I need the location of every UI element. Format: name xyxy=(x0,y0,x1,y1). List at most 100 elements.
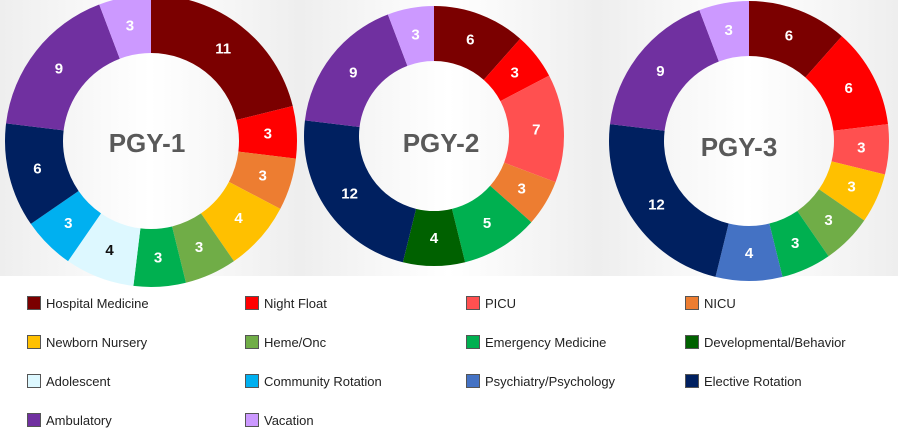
data-label: 4 xyxy=(105,242,114,259)
slice-elective-rotation xyxy=(5,123,79,224)
legend-swatch xyxy=(685,374,699,388)
legend-item: PICU xyxy=(466,293,516,313)
pgy-2-chart-panel: 6 3 7 3 5 4 12 9 3 PGY-2 xyxy=(300,0,597,276)
slice-emergency-medicine xyxy=(451,185,532,263)
slice-community-rotation xyxy=(30,190,102,262)
data-label: 3 xyxy=(847,179,855,196)
legend-swatch xyxy=(245,374,259,388)
slice-newborn-nursery xyxy=(200,181,281,262)
data-label: 3 xyxy=(64,215,72,232)
legend-swatch xyxy=(466,296,480,310)
slice-hospital-medicine xyxy=(434,6,521,80)
data-label: 3 xyxy=(154,249,162,266)
chart-title: PGY-2 xyxy=(403,128,480,158)
chart-title: PGY-3 xyxy=(701,132,778,162)
slice-emergency-medicine xyxy=(769,210,829,277)
data-label: 6 xyxy=(466,32,474,49)
legend-item: Ambulatory xyxy=(27,410,112,430)
data-label: 3 xyxy=(824,212,832,229)
data-label: 4 xyxy=(430,230,439,247)
legend-label: NICU xyxy=(704,295,736,311)
data-label: 6 xyxy=(844,80,852,97)
legend-label: PICU xyxy=(485,295,517,311)
slice-vacation xyxy=(387,6,434,66)
data-label: 3 xyxy=(791,235,799,252)
slice-heme-onc xyxy=(797,189,865,257)
slice-elective-rotation xyxy=(304,120,417,263)
data-label: 3 xyxy=(511,64,519,81)
slice-ambulatory xyxy=(610,10,719,131)
legend-swatch xyxy=(27,335,41,349)
legend-item: NICU xyxy=(685,293,736,313)
legend-label: Developmental/Behavior xyxy=(704,334,846,350)
pgy-1-donut-chart: 11 3 3 4 3 3 4 3 6 9 3 PGY-1 xyxy=(5,0,297,287)
slice-ambulatory xyxy=(304,14,408,127)
data-label: 3 xyxy=(264,125,272,142)
legend-item: Newborn Nursery xyxy=(27,332,147,352)
legend-swatch xyxy=(27,296,41,310)
slice-vacation xyxy=(699,1,749,62)
legend-label: Hospital Medicine xyxy=(46,295,149,311)
legend-swatch xyxy=(245,335,259,349)
data-label: 3 xyxy=(195,239,203,256)
slice-nicu xyxy=(490,162,556,223)
data-label: 3 xyxy=(259,167,267,184)
data-label: 4 xyxy=(234,210,243,227)
data-label: 6 xyxy=(33,160,41,177)
slice-elective-rotation xyxy=(609,124,729,277)
legend-item: Psychiatry/Psychology xyxy=(466,371,615,391)
slice-heme-onc xyxy=(172,213,234,283)
legend-label: Community Rotation xyxy=(264,373,382,389)
legend-label: Newborn Nursery xyxy=(46,334,148,350)
slice-night-float xyxy=(483,38,550,102)
data-label: 11 xyxy=(215,40,231,57)
data-label: 7 xyxy=(532,121,540,138)
legend-swatch xyxy=(466,374,480,388)
legend-label: Heme/Onc xyxy=(264,334,327,350)
legend-item: Elective Rotation xyxy=(685,371,802,391)
legend-item: Hospital Medicine xyxy=(27,293,149,313)
slice-night-float xyxy=(236,106,297,159)
data-label: 12 xyxy=(648,196,665,213)
legend-item: Vacation xyxy=(245,410,314,430)
legend-item: Night Float xyxy=(245,293,327,313)
data-label: 3 xyxy=(857,139,865,156)
slice-vacation xyxy=(99,0,151,59)
slice-hospital-medicine xyxy=(749,1,842,78)
data-label: 4 xyxy=(745,245,754,262)
legend-item: Adolescent xyxy=(27,371,110,391)
legend-swatch xyxy=(27,413,41,427)
legend-label: Elective Rotation xyxy=(704,373,802,389)
data-label: 3 xyxy=(411,27,419,44)
data-label: 12 xyxy=(341,186,358,203)
slice-night-float xyxy=(805,36,888,131)
slice-newborn-nursery xyxy=(818,161,885,221)
slice-picu xyxy=(500,75,564,183)
legend-label: Adolescent xyxy=(46,373,111,389)
legend-swatch xyxy=(466,335,480,349)
data-label: 3 xyxy=(518,181,526,198)
pgy-3-chart-panel: 6 6 3 3 3 3 4 12 9 3 PGY-3 xyxy=(597,0,898,282)
data-label: 5 xyxy=(483,215,491,232)
legend-label: Psychiatry/Psychology xyxy=(485,373,616,389)
legend-swatch xyxy=(245,413,259,427)
slice-emergency-medicine xyxy=(133,226,186,287)
legend-swatch xyxy=(685,335,699,349)
slice-psychiatry-psychology xyxy=(715,223,783,282)
legend-label: Ambulatory xyxy=(46,412,112,428)
slice-developmental-behavior xyxy=(402,208,466,266)
legend-label: Emergency Medicine xyxy=(485,334,607,350)
legend-swatch xyxy=(27,374,41,388)
legend-item: Emergency Medicine xyxy=(466,332,606,352)
legend-item: Heme/Onc xyxy=(245,332,326,352)
chart-title: PGY-1 xyxy=(109,128,186,158)
data-label: 9 xyxy=(656,63,664,80)
legend-swatch xyxy=(685,296,699,310)
legend-item: Developmental/Behavior xyxy=(685,332,846,352)
pgy-1-chart-panel: 11 3 3 4 3 3 4 3 6 9 3 PGY-1 xyxy=(0,0,300,287)
legend-item: Community Rotation xyxy=(245,371,382,391)
data-label: 9 xyxy=(349,64,357,81)
legend-swatch xyxy=(245,296,259,310)
slice-adolescent xyxy=(68,213,141,286)
